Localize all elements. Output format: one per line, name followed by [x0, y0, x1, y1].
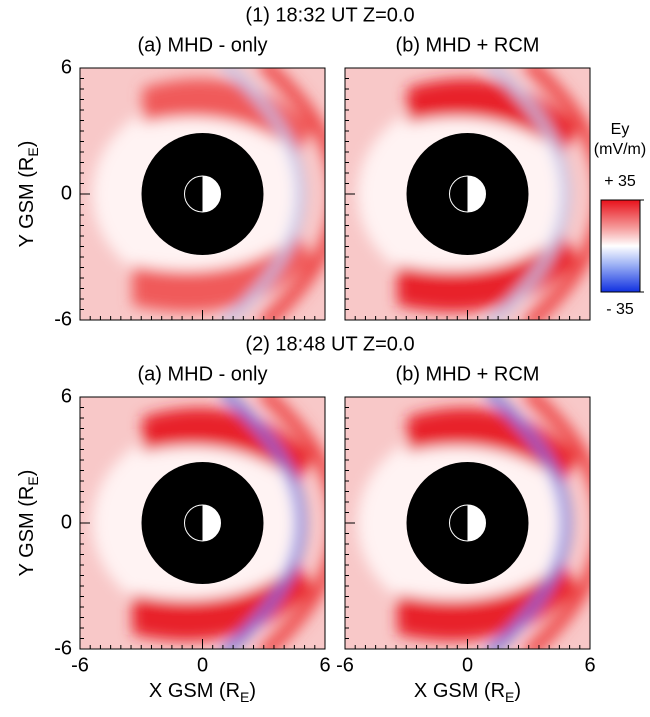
x-tick-label: 0	[197, 654, 208, 676]
label-sub: E	[505, 689, 514, 705]
label: Y GSM (R	[16, 486, 38, 577]
y-axis-label: Y GSM (RE)	[16, 470, 40, 577]
south-lobe	[132, 235, 313, 312]
colorbar-unit: (mV/m)	[594, 141, 646, 158]
label: X GSM (R	[414, 680, 505, 702]
label-sub: E	[240, 689, 249, 705]
south-lobe	[397, 235, 578, 312]
label-close: )	[249, 680, 256, 702]
north-lobe	[142, 79, 313, 153]
bow-blue	[222, 68, 304, 320]
bow-red	[522, 397, 590, 649]
panel-title: (b) MHD + RCM	[396, 363, 540, 385]
label-close: )	[16, 470, 38, 477]
colorbar	[600, 199, 641, 293]
panel-title: (b) MHD + RCM	[396, 34, 540, 56]
label-close: )	[16, 141, 38, 148]
bow-blue	[487, 397, 569, 649]
label-sub: E	[25, 147, 41, 156]
y-tick-label: -6	[54, 637, 72, 659]
x-tick-label: 6	[584, 654, 595, 676]
field-soft	[357, 397, 590, 649]
colorbar-title: Ey	[611, 121, 630, 138]
earth-day	[202, 176, 221, 212]
y-tick-label: -6	[54, 308, 72, 330]
bow-blue	[487, 68, 569, 320]
earth-day	[467, 505, 486, 541]
south-lobe	[397, 564, 578, 641]
x-axis-label: X GSM (RE)	[149, 680, 256, 704]
label: Y GSM (R	[16, 157, 38, 248]
row-title: (2) 18:48 UT Z=0.0	[245, 333, 414, 355]
row-title: (1) 18:32 UT Z=0.0	[245, 4, 414, 26]
earth-day	[202, 505, 221, 541]
y-axis-label: Y GSM (RE)	[16, 141, 40, 248]
field-soft	[357, 68, 590, 320]
bow-red	[257, 397, 325, 649]
earth-day	[467, 176, 486, 212]
colorbar-tick-label: - 35	[606, 301, 634, 318]
y-tick-label: 6	[61, 56, 72, 78]
x-axis-label: X GSM (RE)	[414, 680, 521, 704]
label-sub: E	[25, 476, 41, 485]
colorbar-tick-label: + 35	[604, 173, 636, 190]
x-tick-label: 6	[319, 654, 330, 676]
north-lobe	[407, 408, 578, 482]
field	[80, 68, 325, 320]
x-tick-label: -6	[336, 654, 354, 676]
label-close: )	[514, 680, 521, 702]
y-tick-label: 0	[61, 182, 72, 204]
panel-title: (a) MHD - only	[137, 34, 267, 56]
y-tick-label: 6	[61, 385, 72, 407]
x-tick-label: -6	[71, 654, 89, 676]
x-tick-label: 0	[462, 654, 473, 676]
panel-title: (a) MHD - only	[137, 363, 267, 385]
bow-red	[257, 68, 325, 320]
field	[345, 397, 590, 649]
field	[80, 397, 325, 649]
bow-blue	[222, 397, 304, 649]
bow-red	[522, 68, 590, 320]
north-lobe	[142, 408, 313, 482]
field	[345, 68, 590, 320]
label: X GSM (R	[149, 680, 240, 702]
south-lobe	[132, 564, 313, 641]
y-tick-label: 0	[61, 511, 72, 533]
north-lobe	[407, 79, 578, 153]
